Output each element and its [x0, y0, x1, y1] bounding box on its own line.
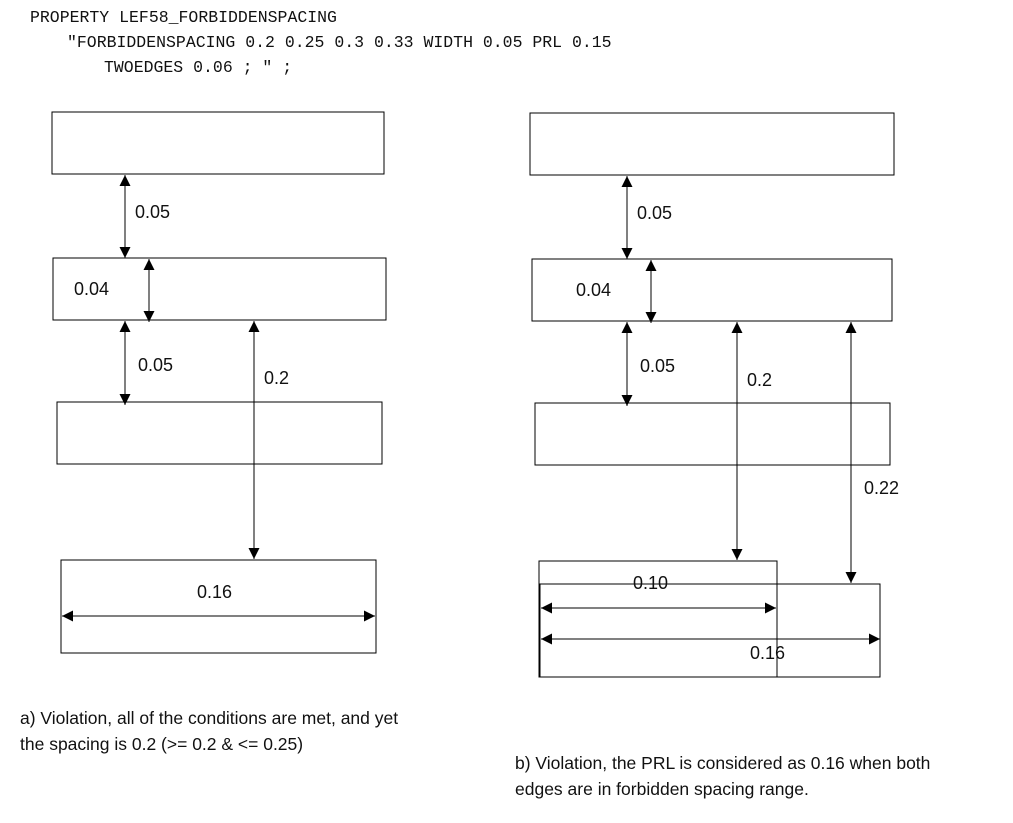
b-label-prl-1: 0.10 — [633, 573, 669, 593]
a-label-top-spacing: 0.05 — [135, 202, 171, 222]
code-line-3: TWOEDGES 0.06 ; " ; — [104, 58, 293, 77]
a-wire-bottom — [60, 559, 377, 654]
property-code-block: PROPERTY LEF58_FORBIDDENSPACING "FORBIDD… — [0, 0, 612, 100]
caption-a-line-2: the spacing is 0.2 (>= 0.2 & <= 0.25) — [20, 734, 304, 754]
b-wire-bottom-right — [539, 583, 881, 678]
b-wire-middle — [531, 258, 893, 322]
code-line-1: PROPERTY LEF58_FORBIDDENSPACING — [30, 8, 337, 27]
diagram-a — [51, 111, 387, 654]
code-line-2: "FORBIDDENSPACING 0.2 0.25 0.3 0.33 WIDT… — [67, 33, 612, 52]
a-label-prl: 0.16 — [197, 582, 233, 602]
b-label-spacing-2: 0.22 — [864, 478, 900, 498]
a-label-spacing: 0.2 — [264, 368, 290, 388]
caption-b-line-1: b) Violation, the PRL is considered as 0… — [515, 753, 931, 773]
caption-b: b) Violation, the PRL is considered as 0… — [515, 750, 930, 802]
b-label-top-spacing: 0.05 — [637, 203, 673, 223]
a-wire-top — [51, 111, 385, 175]
caption-b-line-2: edges are in forbidden spacing range. — [515, 779, 809, 799]
a-label-mid-spacing: 0.05 — [138, 355, 174, 375]
a-wire-middle — [52, 257, 387, 321]
b-wire-top — [529, 112, 895, 176]
b-label-spacing-1: 0.2 — [747, 370, 773, 390]
a-wire-lower — [56, 401, 383, 465]
b-wire-lower — [534, 402, 891, 466]
caption-a: a) Violation, all of the conditions are … — [20, 705, 398, 757]
a-label-width: 0.04 — [74, 279, 110, 299]
b-label-mid-spacing: 0.05 — [640, 356, 676, 376]
b-label-prl-2: 0.16 — [750, 643, 786, 663]
b-label-width: 0.04 — [576, 280, 612, 300]
diagram-b — [529, 112, 895, 678]
caption-a-line-1: a) Violation, all of the conditions are … — [20, 708, 399, 728]
